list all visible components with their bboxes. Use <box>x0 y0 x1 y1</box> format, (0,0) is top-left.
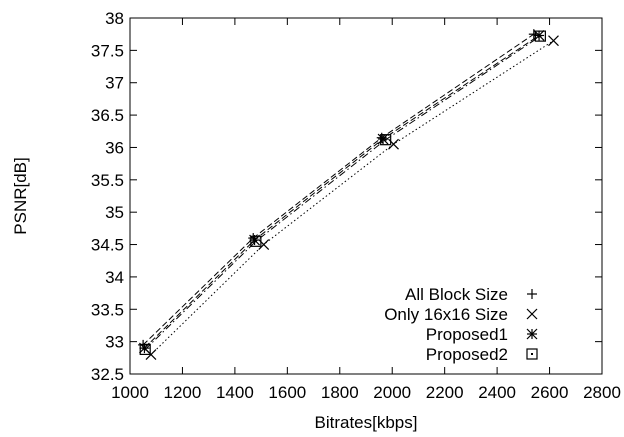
legend-label: Proposed2 <box>426 345 508 364</box>
legend-marker-3 <box>526 328 538 340</box>
data-point-series-4 <box>139 343 151 356</box>
y-tick-label: 35.5 <box>91 171 124 190</box>
x-tick-label: 2200 <box>426 383 464 402</box>
series-line-3 <box>144 35 540 349</box>
y-tick-label: 34.5 <box>91 236 124 255</box>
x-tick-label: 2800 <box>583 383 621 402</box>
legend-marker-1 <box>527 289 537 299</box>
data-point-series-2 <box>258 239 270 250</box>
legend-label: All Block Size <box>405 285 508 304</box>
x-tick-label: 2400 <box>478 383 516 402</box>
series-line-2 <box>150 40 554 355</box>
series-markers <box>138 29 559 361</box>
legend-label: Proposed1 <box>426 325 508 344</box>
series-line-1 <box>142 33 535 346</box>
y-tick-label: 37.5 <box>91 41 124 60</box>
y-tick-label: 32.5 <box>91 365 124 384</box>
axis-ticks: 1000 1200 1400 1600 1800 2000 2200 2400 2600 2800… <box>91 9 621 402</box>
data-point-series-2 <box>548 35 559 47</box>
x-tick-label: 2000 <box>373 383 411 402</box>
y-axis-label: PSNR[dB] <box>11 157 30 234</box>
x-tick-label: 2600 <box>531 383 569 402</box>
legend-marker-2 <box>526 308 538 320</box>
y-tick-label: 38 <box>105 9 124 28</box>
legend-marker-4 <box>526 348 538 360</box>
x-axis-label: Bitrates[kbps] <box>315 413 418 432</box>
data-point-series-4 <box>250 235 262 247</box>
plot-frame <box>129 17 603 375</box>
y-tick-label: 37 <box>105 74 124 93</box>
y-tick-label: 36.5 <box>91 106 124 125</box>
x-tick-label: 1800 <box>321 383 359 402</box>
series-lines <box>142 33 554 355</box>
series-line-4 <box>144 35 541 350</box>
y-tick-label: 34 <box>105 268 124 287</box>
x-tick-label: 1000 <box>111 383 149 402</box>
x-tick-label: 1200 <box>164 383 202 402</box>
y-tick-label: 33 <box>105 333 124 352</box>
x-tick-label: 1400 <box>216 383 254 402</box>
x-tick-label: 1600 <box>268 383 306 402</box>
data-point-series-4 <box>534 30 546 42</box>
y-tick-label: 36 <box>105 138 124 157</box>
data-point-series-4 <box>380 134 392 146</box>
y-tick-label: 33.5 <box>91 300 124 319</box>
y-tick-label: 35 <box>105 203 124 222</box>
legend-label: Only 16x16 Size <box>384 305 508 324</box>
